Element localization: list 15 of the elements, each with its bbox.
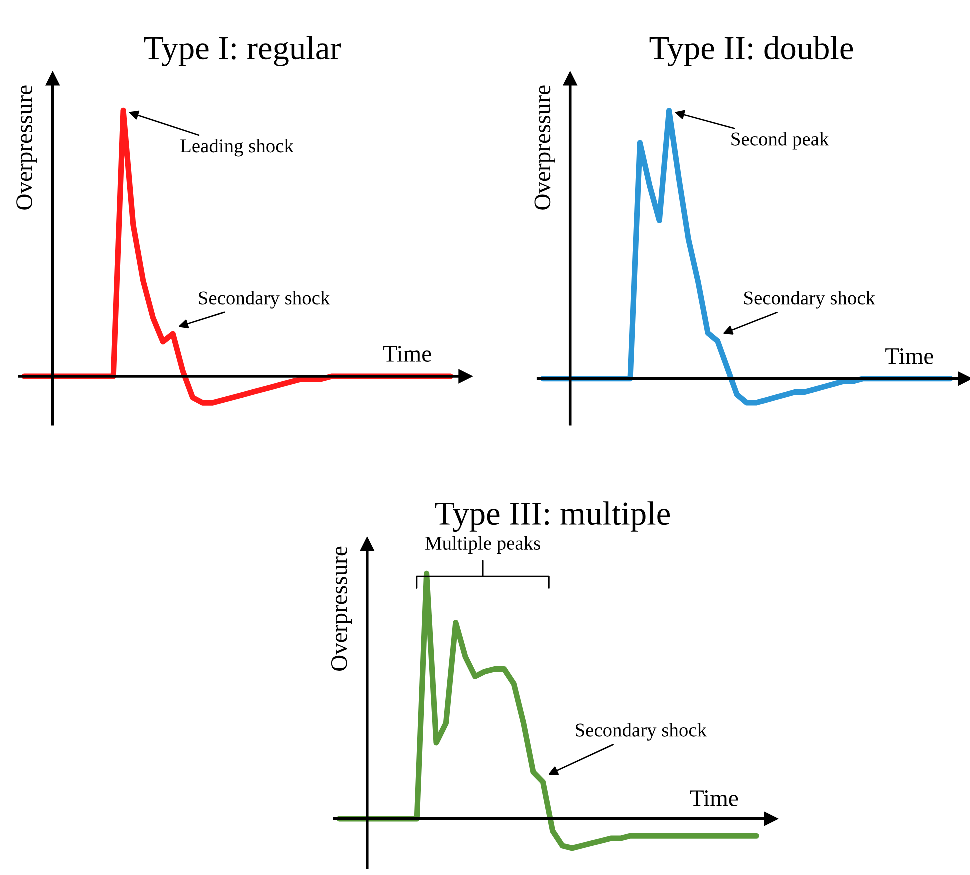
- annotation: Secondary shock: [199, 291, 330, 309]
- y-axis-title: Overpressure: [331, 546, 352, 671]
- annotation: Leading shock: [180, 139, 294, 157]
- x-axis-title: Time: [886, 348, 934, 364]
- annotation: Second peak: [732, 132, 830, 150]
- y-axis-title: Overpressure: [534, 86, 556, 210]
- text: Multiple peaks: [426, 536, 540, 554]
- chart-title: Type II: double: [650, 36, 854, 66]
- chart-title: Type I: regular: [144, 36, 341, 66]
- annotation: Secondary shock: [744, 291, 876, 309]
- annotation: Secondary shock: [576, 723, 708, 741]
- x-axis-title: Time: [384, 346, 432, 362]
- chart-title: Type III: multiple: [435, 502, 670, 532]
- x-axis-title: Time: [690, 790, 738, 806]
- y-axis-title: Overpressure: [16, 86, 38, 210]
